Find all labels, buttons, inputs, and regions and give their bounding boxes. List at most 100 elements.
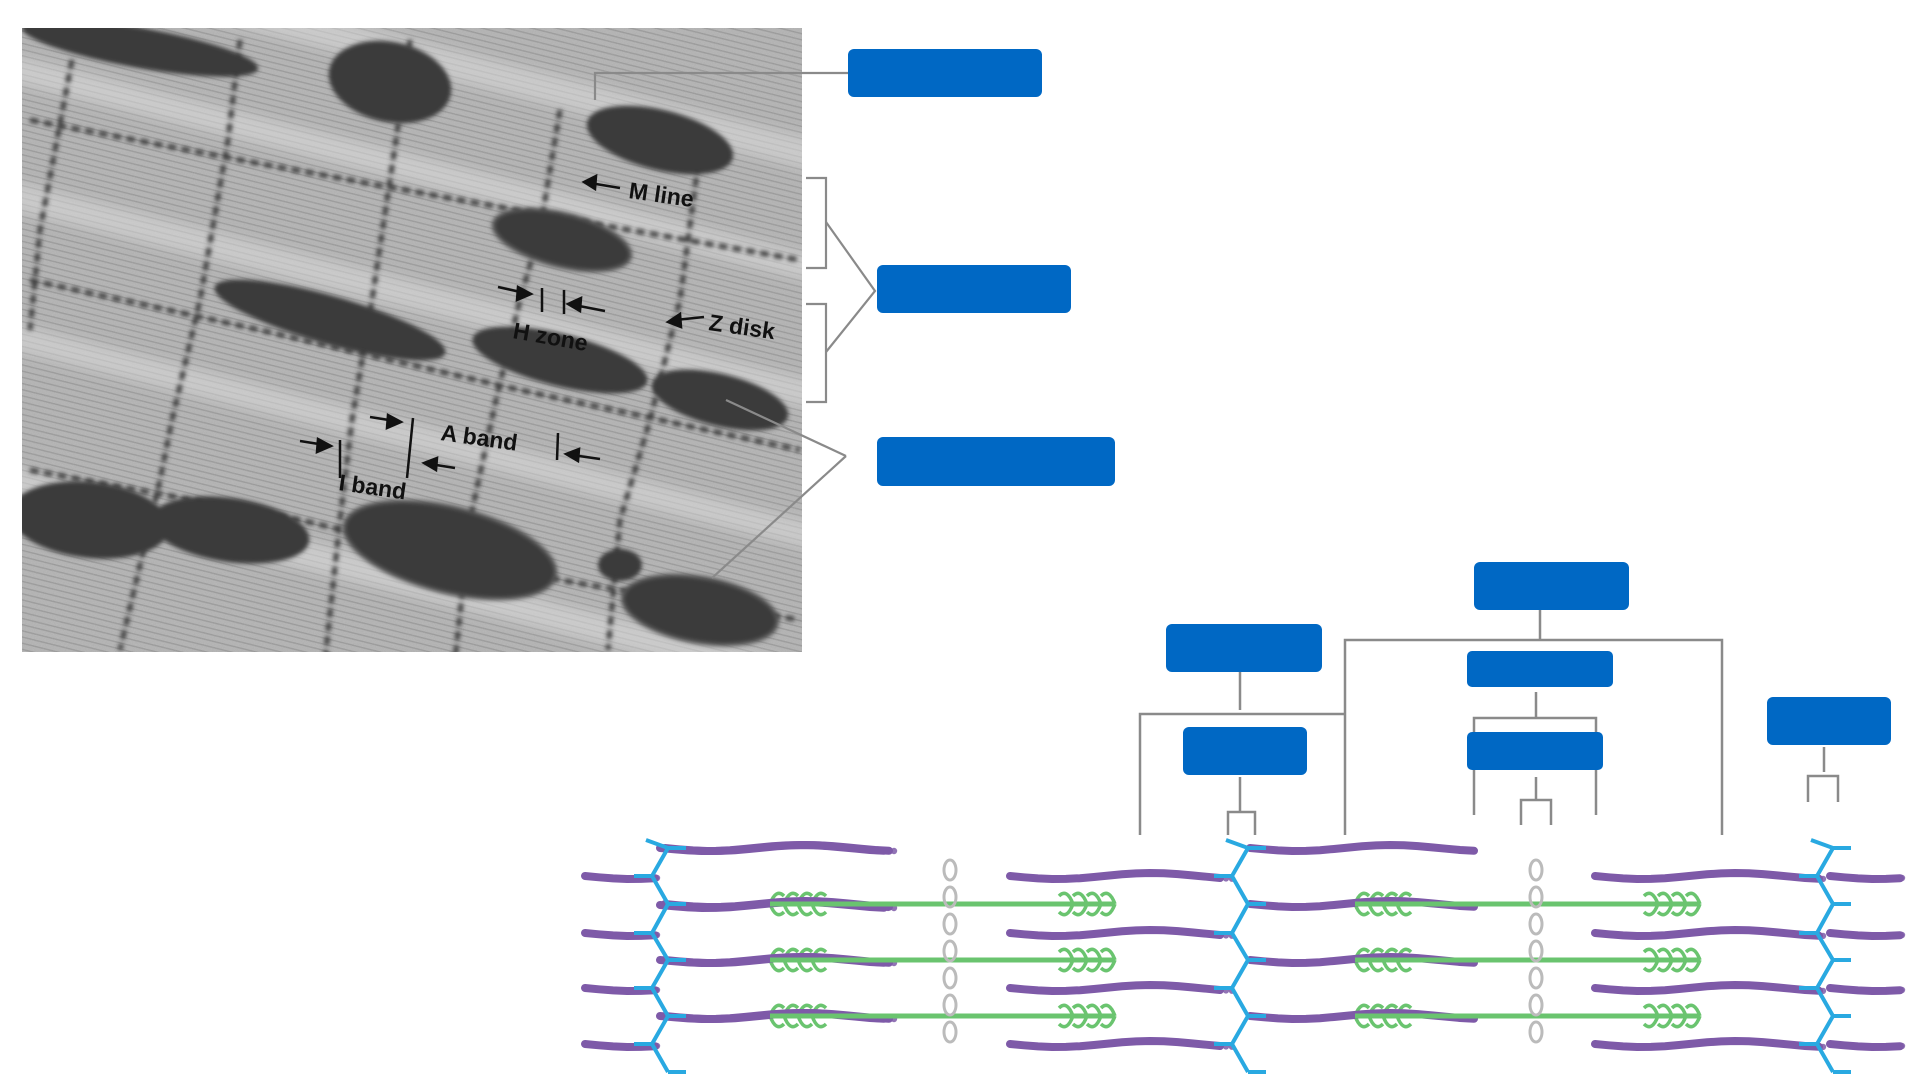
actin-bead <box>1378 841 1386 849</box>
actin-bead <box>1084 1042 1092 1049</box>
actin-bead <box>1180 1039 1188 1046</box>
actin-bead <box>1114 928 1122 935</box>
actin-bead <box>1729 1037 1737 1045</box>
actin-bead <box>1300 1015 1308 1023</box>
label-box-thin-filament[interactable] <box>1183 727 1307 775</box>
actin-bead <box>871 846 879 854</box>
actin-bead <box>1723 981 1731 989</box>
actin-bead <box>605 987 613 994</box>
actin-bead <box>1144 1037 1152 1045</box>
actin-bead <box>1765 983 1773 990</box>
actin-bead <box>1138 981 1146 989</box>
actin-bead <box>1886 987 1894 994</box>
actin-bead <box>1096 985 1104 992</box>
actin-bead <box>1753 927 1761 934</box>
actin-bead <box>1018 986 1026 993</box>
actin-bead <box>1621 1043 1629 1050</box>
actin-bead <box>1198 930 1206 937</box>
actin-bead <box>1699 983 1707 990</box>
actin-bead <box>1868 875 1876 883</box>
actin-bead <box>1862 932 1870 939</box>
actin-bead <box>605 1043 613 1050</box>
label-box-thick-filament[interactable] <box>1767 697 1891 745</box>
actin-bead <box>1048 875 1056 883</box>
actin-bead <box>1348 844 1356 851</box>
actin-bead <box>775 843 783 850</box>
actin-bead <box>1060 1043 1068 1051</box>
actin-bead <box>1054 875 1062 883</box>
actin-bead <box>1372 842 1380 849</box>
actin-bead <box>1844 1042 1852 1049</box>
actin-bead <box>1018 874 1026 881</box>
actin-bead <box>697 903 705 910</box>
actin-bead <box>1150 1037 1158 1045</box>
actin-bead <box>1144 926 1152 934</box>
actin-bead <box>1264 846 1272 853</box>
actin-bead <box>1741 1037 1749 1045</box>
m-line-structures <box>942 858 1544 1044</box>
actin-bead <box>599 986 607 993</box>
actin-bead <box>1180 983 1188 990</box>
actin-bead <box>1306 959 1314 966</box>
actin-bead <box>1288 1015 1296 1023</box>
actin-bead <box>1168 982 1176 989</box>
label-box-top-micrograph[interactable] <box>848 49 1042 97</box>
actin-bead <box>1693 929 1701 936</box>
label-box-a-band[interactable] <box>1474 562 1629 610</box>
actin-bead <box>1006 872 1014 880</box>
actin-bead <box>1615 932 1623 939</box>
actin-bead <box>1408 842 1416 849</box>
actin-bead <box>1270 847 1278 854</box>
actin-bead <box>1741 981 1749 989</box>
actin-bead <box>1826 929 1834 937</box>
label-box-mitochondria[interactable] <box>877 437 1115 486</box>
actin-bead <box>787 842 795 849</box>
actin-bead <box>581 1040 589 1048</box>
actin-bead <box>721 903 729 910</box>
actin-bead <box>1874 932 1882 940</box>
actin-bead <box>1669 874 1677 881</box>
actin-bead <box>1264 1014 1272 1021</box>
actin-bead <box>1060 987 1068 995</box>
actin-bead <box>1789 1041 1797 1049</box>
actin-bead <box>1270 903 1278 910</box>
actin-bead <box>1450 846 1458 853</box>
label-box-sarcomere[interactable] <box>877 265 1071 313</box>
actin-bead <box>1012 930 1020 937</box>
actin-bead <box>1294 959 1302 967</box>
actin-bead <box>1066 987 1074 994</box>
actin-bead <box>1030 1043 1038 1050</box>
actin-bead <box>1318 902 1326 910</box>
actin-bead <box>1898 931 1906 939</box>
label-box-i-band[interactable] <box>1166 624 1322 672</box>
actin-bead <box>703 903 711 911</box>
actin-bead <box>1621 875 1629 882</box>
actin-bead <box>1168 927 1176 934</box>
actin-bead <box>1138 869 1146 877</box>
actin-bead <box>1456 846 1464 854</box>
actin-bead <box>1699 928 1707 935</box>
actin-bead <box>739 902 747 909</box>
actin-bead <box>1856 875 1864 882</box>
label-box-h-zone[interactable] <box>1467 651 1613 687</box>
actin-bead <box>1318 1014 1326 1022</box>
actin-bead <box>739 1014 747 1021</box>
actin-bead <box>587 1041 595 1048</box>
actin-bead <box>1615 875 1623 882</box>
actin-bead <box>1699 1039 1707 1046</box>
actin-bead <box>799 841 807 849</box>
actin-bead <box>1312 903 1320 910</box>
label-box-m-line[interactable] <box>1467 732 1603 770</box>
actin-bead <box>1651 987 1659 994</box>
actin-bead <box>1747 1038 1755 1045</box>
actin-bead <box>1174 927 1182 935</box>
actin-bead <box>1078 931 1086 939</box>
actin-bead <box>1156 926 1164 934</box>
actin-bead <box>703 1015 711 1023</box>
actin-bead <box>697 847 705 854</box>
actin-bead <box>793 841 801 849</box>
actin-bead <box>1832 985 1840 992</box>
actin-bead <box>1270 959 1278 966</box>
actin-bead <box>1597 985 1605 992</box>
actin-bead <box>1777 929 1785 936</box>
